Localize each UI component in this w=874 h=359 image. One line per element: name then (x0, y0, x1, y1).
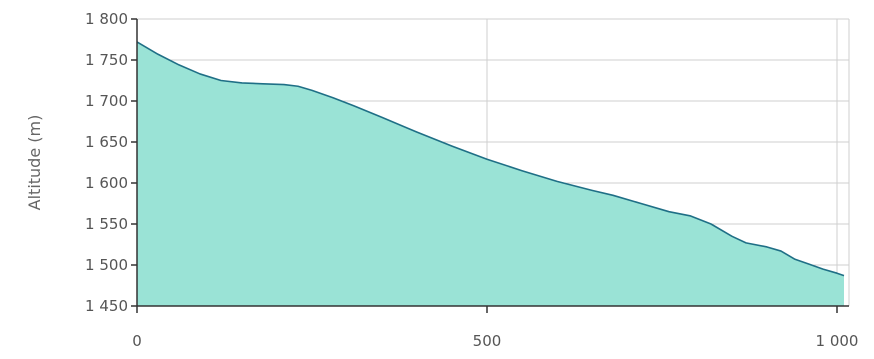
altitude-line (136, 41, 845, 277)
x-tick-label: 1 000 (816, 332, 859, 350)
y-tick-label: 1 800 (85, 10, 128, 28)
label-layer: 1 450 1 500 1 550 1 600 1 650 1 700 1 750 1 800… (25, 10, 858, 350)
axis-layer (131, 18, 849, 313)
y-tick-label: 1 650 (85, 133, 128, 151)
y-tick-label: 1 600 (85, 174, 128, 192)
y-tick-label: 1 700 (85, 92, 128, 110)
y-tick-label: 1 500 (85, 256, 128, 274)
x-tick-label: 0 (132, 332, 142, 350)
y-tick-label: 1 550 (85, 215, 128, 233)
y-axis-title: Altitude (m) (25, 115, 44, 211)
altitude-area-fill (137, 41, 844, 307)
y-tick-label: 1 750 (85, 51, 128, 69)
area-layer (136, 41, 845, 307)
y-tick-label: 1 450 (85, 297, 128, 315)
x-tick-label: 500 (473, 332, 502, 350)
